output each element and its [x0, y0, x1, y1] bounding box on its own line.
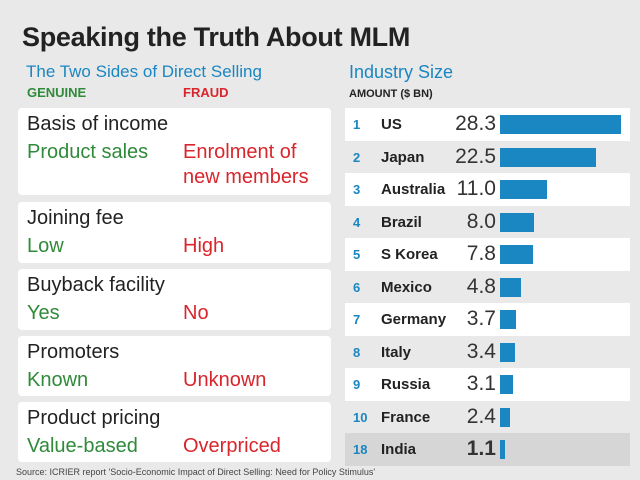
card-heading: Product pricing	[27, 407, 161, 429]
value-label: 2.4	[466, 404, 496, 428]
rank-label: 5	[353, 247, 361, 262]
fraud-value: No	[183, 302, 209, 324]
value-label: 3.1	[466, 372, 496, 395]
chart-row: 4 Brazil 8.0	[345, 206, 630, 239]
country-label: France	[381, 408, 431, 426]
country-label: US	[381, 116, 402, 133]
value-label: 1.1	[466, 437, 496, 460]
country-label: Italy	[381, 343, 412, 361]
country-label: Brazil	[381, 213, 422, 231]
bar	[500, 310, 516, 329]
fraud-value: Overpriced	[183, 435, 281, 457]
comparison-card: Basis of income Product sales Enrolment …	[18, 108, 331, 195]
value-label: 22.5	[455, 144, 496, 168]
rank-label: 1	[353, 117, 361, 132]
bar	[500, 180, 548, 199]
value-label: 4.8	[466, 274, 496, 298]
chart-row: 8 Italy 3.4	[345, 336, 630, 369]
value-label: 28.3	[455, 112, 496, 135]
fraud-label: FRAUD	[183, 85, 229, 100]
chart-title: Industry Size	[349, 62, 454, 82]
card-heading: Promoters	[27, 341, 120, 363]
chart-row: 7 Germany 3.7	[345, 303, 630, 336]
chart-row: 2 Japan 22.5	[345, 141, 630, 174]
genuine-label: GENUINE	[27, 85, 87, 100]
bar	[500, 277, 521, 297]
chart-row: 1 US 28.3	[345, 108, 630, 141]
genuine-value: Product sales	[27, 141, 149, 163]
card-heading: Joining fee	[27, 207, 124, 229]
comparison-card: Buyback facility Yes No	[18, 269, 331, 330]
comparison-card: Product pricing Value-based Overpriced	[18, 402, 331, 462]
rank-label: 3	[353, 182, 361, 197]
bar	[500, 212, 535, 232]
chart-row: 9 Russia 3.1	[345, 368, 630, 401]
rank-label: 9	[353, 377, 361, 392]
chart-unit-label: AMOUNT ($ BN)	[349, 88, 433, 100]
chart-row: 5 S Korea 7.8	[345, 238, 630, 271]
infographic-title: Speaking the Truth About MLM	[22, 22, 411, 52]
bar	[500, 115, 621, 134]
chart-row: 18 India 1.1	[345, 433, 630, 466]
bar	[500, 342, 515, 362]
genuine-value: Value-based	[27, 435, 138, 457]
chart-row: 3 Australia 11.0	[345, 173, 630, 206]
card-heading: Buyback facility	[27, 274, 165, 296]
rank-label: 4	[353, 214, 361, 230]
rank-label: 8	[353, 344, 361, 360]
value-label: 3.4	[466, 339, 496, 363]
comparison-card: Joining fee Low High	[18, 202, 331, 263]
rank-label: 7	[353, 312, 361, 327]
chart-row: 6 Mexico 4.8	[345, 271, 630, 304]
fraud-value: High	[183, 235, 225, 257]
country-label: Australia	[381, 181, 446, 198]
bar	[500, 407, 511, 427]
rank-label: 2	[353, 149, 361, 165]
country-label: S Korea	[381, 246, 438, 263]
industry-size-chart: 1 US 28.3 2 Japan 22.5 3 Australia 11.0 …	[345, 108, 630, 466]
value-label: 7.8	[466, 242, 496, 265]
value-label: 8.0	[466, 209, 496, 233]
rank-label: 6	[353, 279, 361, 295]
rank-label: 10	[353, 409, 368, 425]
bar	[500, 245, 534, 264]
bar	[500, 440, 505, 459]
fraud-value: Enrolment of new members	[183, 141, 309, 188]
chart-row: 10 France 2.4	[345, 401, 630, 434]
genuine-value: Low	[27, 235, 64, 257]
genuine-value: Known	[27, 369, 89, 391]
bar	[500, 147, 597, 167]
rank-label: 18	[353, 442, 368, 457]
country-label: India	[381, 441, 417, 458]
country-label: Mexico	[381, 278, 432, 296]
source-note: Source: ICRIER report 'Socio-Economic Im…	[16, 467, 376, 477]
comparison-subtitle: The Two Sides of Direct Selling	[26, 62, 262, 81]
bar	[500, 375, 514, 394]
genuine-value: Yes	[27, 302, 60, 324]
country-label: Russia	[381, 376, 431, 393]
value-label: 3.7	[466, 307, 496, 330]
value-label: 11.0	[456, 177, 496, 200]
country-label: Japan	[381, 148, 425, 166]
country-label: Germany	[381, 311, 447, 328]
fraud-value: Unknown	[183, 369, 267, 391]
card-heading: Basis of income	[27, 113, 169, 135]
comparison-card: Promoters Known Unknown	[18, 336, 331, 396]
